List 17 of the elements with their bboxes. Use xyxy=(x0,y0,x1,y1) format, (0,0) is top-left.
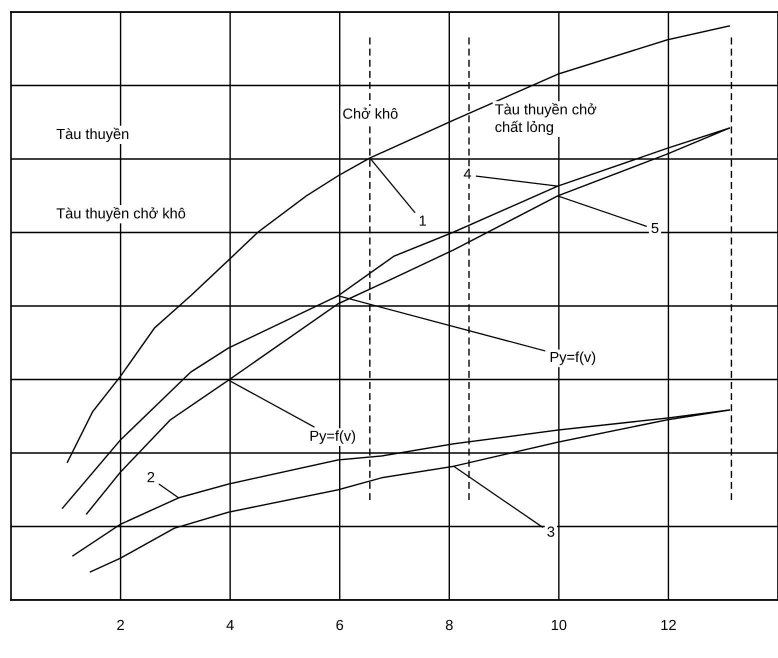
annotation: Py=f(v) xyxy=(310,430,356,444)
annotation: Py=f(v) xyxy=(550,351,596,366)
x-tick-label: 6 xyxy=(336,620,344,630)
annotation: Tàu thuyền chở khô xyxy=(56,207,186,222)
annotation: Tàu thuyền xyxy=(56,128,128,142)
annotation: 2 xyxy=(148,472,154,482)
x-tick-label: 2 xyxy=(117,620,124,630)
x-tick-label: 12 xyxy=(661,620,676,630)
annotation: 4 xyxy=(464,168,472,179)
ref-line-label: Chở khô xyxy=(343,108,398,119)
ref-line-label: Tàu thuyền chở chất lỏng xyxy=(495,103,596,135)
annotation: 5 xyxy=(652,222,658,234)
annotation: 3 xyxy=(547,526,554,537)
x-tick-label: 8 xyxy=(446,620,453,630)
x-tick-label: 10 xyxy=(552,620,566,630)
annotation: 1 xyxy=(420,216,426,226)
x-tick-label: 4 xyxy=(226,620,234,630)
